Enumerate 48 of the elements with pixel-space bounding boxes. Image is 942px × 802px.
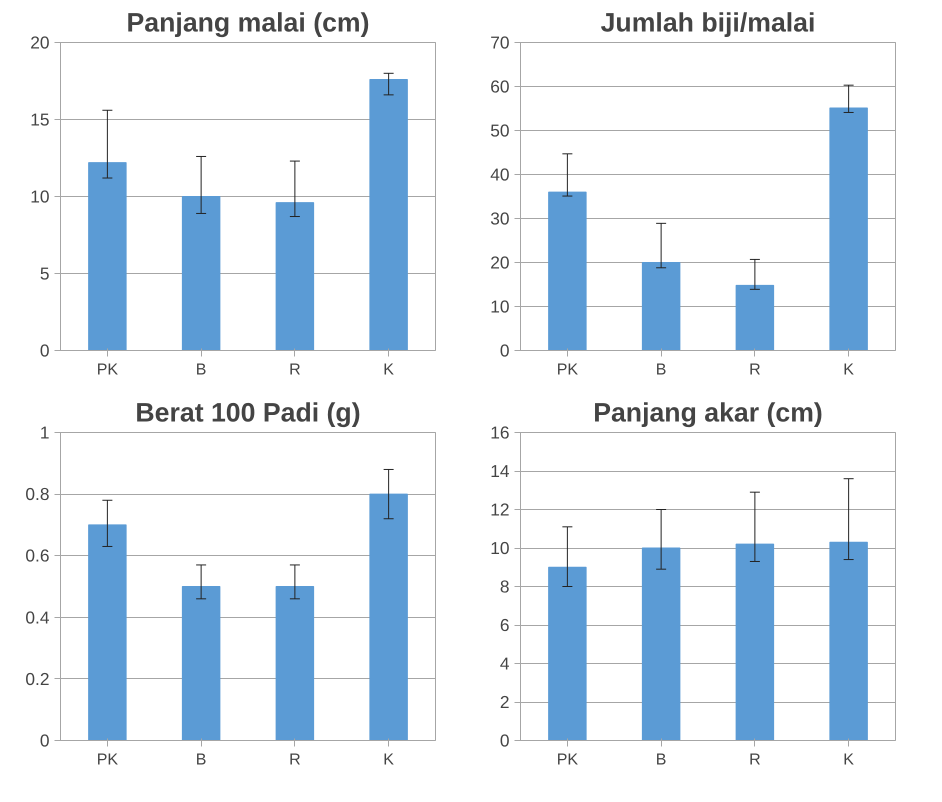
- y-tick-label: 8: [500, 576, 510, 596]
- x-tick-label: K: [843, 752, 854, 768]
- y-tick-label: 5: [40, 264, 50, 284]
- x-tick-label: B: [196, 752, 206, 768]
- y-tick-label: 50: [490, 120, 510, 140]
- x-tick-label: R: [749, 752, 761, 768]
- y-tick-label: 6: [500, 615, 510, 635]
- x-tick-label: K: [843, 362, 854, 378]
- y-tick-label: 16: [490, 422, 510, 442]
- y-tick-label: 40: [490, 164, 510, 184]
- x-tick-label: PK: [556, 362, 578, 378]
- chart-title: Jumlah biji/malai: [600, 8, 816, 38]
- y-tick-label: 0: [40, 730, 50, 750]
- y-tick-label: 10: [490, 296, 510, 316]
- y-tick-label: 10: [490, 538, 510, 558]
- x-tick-label: PK: [96, 362, 118, 378]
- chart-title: Panjang malai (cm): [126, 8, 370, 38]
- y-tick-label: 0.4: [25, 607, 50, 628]
- x-tick-label: R: [289, 752, 301, 768]
- y-tick-label: 2: [500, 692, 510, 712]
- x-tick-label: R: [289, 362, 301, 378]
- x-tick-label: B: [196, 362, 206, 378]
- y-tick-label: 20: [490, 252, 510, 272]
- y-tick-label: 10: [30, 186, 50, 206]
- y-tick-label: 0: [40, 340, 50, 360]
- x-tick-label: K: [383, 752, 394, 768]
- y-tick-label: 60: [490, 76, 510, 96]
- chart-title: Panjang akar (cm): [593, 398, 823, 428]
- x-tick-label: B: [656, 752, 666, 768]
- y-tick-label: 0: [500, 340, 510, 360]
- x-tick-label: B: [656, 362, 666, 378]
- y-tick-label: 20: [30, 32, 50, 52]
- x-tick-label: PK: [556, 752, 578, 768]
- chart-title: Berat 100 Padi (g): [135, 398, 361, 428]
- y-tick-label: 4: [500, 654, 510, 674]
- y-tick-label: 1: [40, 422, 50, 442]
- y-tick-label: 12: [490, 500, 510, 520]
- y-tick-label: 0.2: [25, 668, 50, 689]
- y-tick-label: 14: [490, 461, 510, 481]
- y-tick-label: 0.6: [25, 546, 50, 566]
- y-tick-label: 0.8: [25, 484, 50, 504]
- y-tick-label: 70: [490, 32, 510, 52]
- y-tick-label: 0: [500, 730, 510, 750]
- y-tick-label: 30: [490, 208, 510, 228]
- y-tick-label: 15: [30, 110, 50, 130]
- x-tick-label: R: [749, 362, 761, 378]
- x-tick-label: K: [383, 362, 394, 378]
- x-tick-label: PK: [96, 752, 118, 768]
